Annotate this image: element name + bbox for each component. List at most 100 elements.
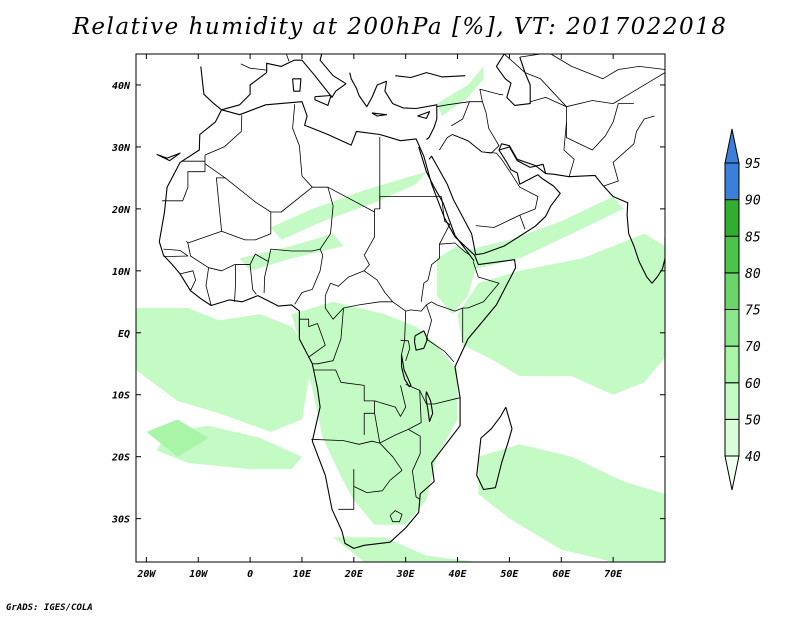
border-layer xyxy=(161,54,665,523)
humidity-region-sahel-streak xyxy=(239,233,344,271)
y-tick-label: 10N xyxy=(112,267,131,278)
x-tick-label: 50E xyxy=(500,569,519,580)
border-ghana-borders xyxy=(234,264,257,302)
humidity-region-south-african-plume xyxy=(333,537,479,562)
border-india-pakistan xyxy=(603,115,655,187)
coastline-cape-verde xyxy=(126,231,133,240)
coastline-lake-malawi xyxy=(425,391,434,422)
border-guinea-sierra-leone xyxy=(180,270,197,291)
y-tick-label: 30S xyxy=(111,515,130,526)
border-europe-alps xyxy=(285,54,290,62)
x-tick-label: 60E xyxy=(552,569,571,580)
border-tanzania-mozambique xyxy=(405,383,460,405)
border-niger-chad xyxy=(319,187,334,256)
border-libya-chad-sudan xyxy=(327,186,381,213)
border-kazakh-border xyxy=(519,54,665,80)
coastline-red-sea-west xyxy=(418,146,475,262)
x-axis-ticks: 20W 10W 0 10E 20E 30E 40E 50E 60E 70E xyxy=(136,54,623,580)
humidity-region-levant-arabia-plume xyxy=(436,66,484,116)
colorbar-label: 50 xyxy=(745,413,761,428)
colorbar-label: 70 xyxy=(745,340,761,355)
coastline-canary-islands xyxy=(156,152,181,162)
colorbar-segment xyxy=(724,272,740,310)
colorbar-segment xyxy=(724,199,740,237)
humidity-region-southwest-indian-ocean xyxy=(478,444,665,562)
y-tick-label: 20S xyxy=(111,453,130,464)
y-tick-label: 20N xyxy=(111,205,131,216)
humidity-region-indian-ocean xyxy=(457,233,665,395)
colorbar-segment xyxy=(724,162,740,201)
border-west-africa-north xyxy=(187,242,269,272)
y-tick-label: 30N xyxy=(111,143,131,154)
humidity-region-east-atlantic-pulse xyxy=(146,419,209,457)
border-iran-borders xyxy=(479,88,504,102)
colorbar-label: 75 xyxy=(745,304,761,319)
colorbar-label: 80 xyxy=(745,267,761,282)
y-axis-ticks: 40N 30N 20N 10N EQ 10S 20S 30S xyxy=(111,81,665,526)
border-western-sahara-mauritania xyxy=(161,160,206,202)
x-tick-label: 40E xyxy=(449,569,468,580)
border-cote-divoire-liberia xyxy=(205,267,212,306)
border-south-sudan-car-drc xyxy=(363,270,427,312)
chart-title: Relative humidity at 200hPa [%], VT: 201… xyxy=(72,14,728,40)
colorbar-segment xyxy=(724,418,740,457)
border-mauritania-algeria-mali xyxy=(185,163,226,244)
grads-credit: GrADS: IGES/COLA xyxy=(6,603,93,613)
coastline-sicily xyxy=(314,94,332,106)
border-lesotho xyxy=(389,510,403,523)
border-europe-interior xyxy=(240,63,267,71)
border-botswana-south-africa xyxy=(353,469,403,494)
colorbar-label: 60 xyxy=(745,377,761,392)
border-senegal-gambia xyxy=(163,248,189,257)
colorbar-label: 90 xyxy=(745,194,761,209)
coastline-lake-victoria xyxy=(413,330,429,351)
border-yemen-oman xyxy=(519,214,526,230)
border-namibia-botswana xyxy=(338,469,355,510)
colorbar-upper-triangle xyxy=(724,128,740,164)
coastline-sardinia xyxy=(292,78,302,92)
y-tick-label: 10S xyxy=(112,391,130,402)
border-gabon-congo-eqg xyxy=(299,318,326,358)
border-zimbabwe-mozambique xyxy=(408,429,421,500)
y-tick-label: 40N xyxy=(112,81,131,92)
coastline-layer xyxy=(126,54,665,549)
border-pakistan-afghanistan xyxy=(566,103,634,151)
colorbar-segment xyxy=(724,382,740,420)
border-eritrea-ethiopia xyxy=(439,242,471,256)
colorbar: 40 50 60 70 75 80 85 90 95 xyxy=(724,128,761,491)
colorbar-lower-triangle xyxy=(724,455,740,491)
border-mali-niger xyxy=(221,212,272,241)
colorbar-label: 40 xyxy=(745,450,761,465)
x-tick-label: 20W xyxy=(136,569,156,580)
coastline-persian-gulf-north xyxy=(498,146,547,174)
coastline-crete xyxy=(371,112,388,117)
humidity-region-east-atlantic-equatorial xyxy=(136,308,313,432)
border-ethiopia-somalia-kenya xyxy=(426,261,500,312)
border-nigeria-benin xyxy=(263,261,269,294)
coastline-arabia xyxy=(428,143,665,284)
y-tick-label: EQ xyxy=(118,329,130,340)
border-rwanda-burundi xyxy=(400,339,411,361)
border-uganda-kenya-tanzania xyxy=(425,304,455,363)
coastline-black-sea-south xyxy=(395,72,466,79)
x-tick-label: 10W xyxy=(189,569,208,580)
x-tick-label: 70E xyxy=(604,569,623,580)
border-algeria-tunisia-libya xyxy=(292,104,328,188)
map-frame xyxy=(135,53,666,563)
colorbar-segment xyxy=(724,345,740,384)
border-morocco-algeria xyxy=(204,115,243,162)
border-congo-drc xyxy=(312,307,344,365)
border-nigeria-niger xyxy=(267,248,321,262)
border-syria-turkey xyxy=(436,101,470,108)
x-tick-label: 0 xyxy=(247,569,253,580)
colorbar-label: 85 xyxy=(745,230,761,245)
border-drc-zambia xyxy=(374,385,407,417)
border-botswana-zimbabwe xyxy=(379,442,403,471)
border-car-congo-cameroon xyxy=(324,283,393,320)
x-tick-label: 30E xyxy=(396,569,416,580)
humidity-field xyxy=(136,66,665,562)
coastline-caspian xyxy=(495,54,531,106)
x-tick-label: 10E xyxy=(293,569,312,580)
border-central-asia xyxy=(503,54,665,108)
border-chad-sudan xyxy=(330,212,376,287)
